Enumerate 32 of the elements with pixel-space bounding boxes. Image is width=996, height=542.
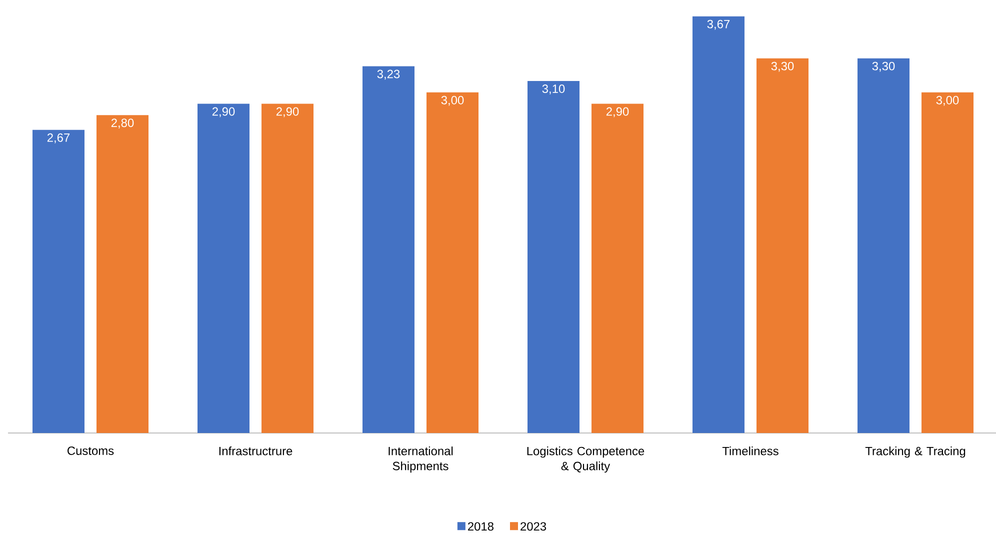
bar [198, 104, 250, 433]
data-label: 2,67 [47, 133, 70, 144]
x-tick-label: Tracking & Tracing [865, 446, 966, 458]
data-label: 3,00 [441, 96, 464, 106]
x-tick-label: International Shipments [388, 446, 453, 473]
data-label: 2,90 [212, 107, 235, 118]
data-label: 3,30 [771, 62, 794, 72]
data-label: 2,90 [606, 107, 629, 118]
data-label: 3,00 [936, 96, 959, 106]
bar [922, 92, 974, 433]
data-label: 3,30 [872, 62, 895, 72]
bar [756, 58, 809, 433]
bar [858, 58, 910, 433]
bar [362, 66, 414, 433]
x-tick-label: Timeliness [722, 446, 778, 456]
bar [692, 16, 745, 433]
data-label: 2,90 [276, 107, 299, 118]
bar [96, 115, 148, 433]
legend-label: 2018 [468, 522, 494, 531]
x-tick-label: Logistics Competence & Quality [527, 446, 644, 473]
x-tick-label: Customs [68, 446, 114, 455]
legend-label: 2023 [520, 522, 546, 531]
bar [262, 104, 314, 433]
bar [528, 81, 580, 433]
data-label: 3,10 [542, 84, 565, 94]
x-tick-label: Infrastructrure [219, 446, 292, 456]
data-label: 3,67 [707, 20, 730, 30]
bar [426, 92, 479, 433]
data-label: 2,80 [111, 118, 134, 128]
bar [592, 104, 644, 433]
data-label: 3,23 [377, 70, 400, 80]
bar [32, 130, 84, 433]
